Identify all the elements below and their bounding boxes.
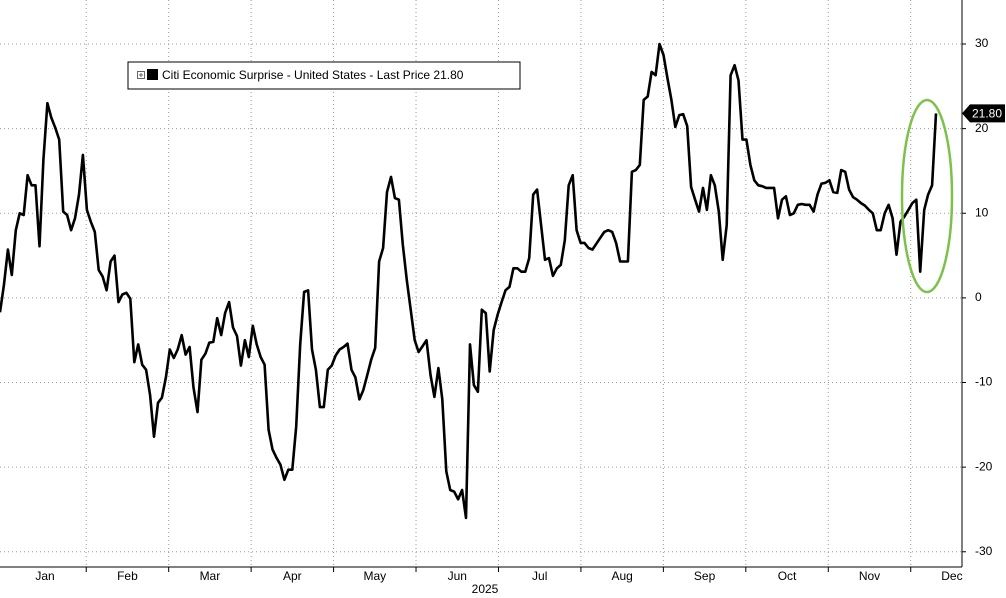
end-label-tag bbox=[962, 104, 1005, 123]
y-tick-label: -10 bbox=[975, 375, 993, 389]
grid bbox=[0, 0, 962, 567]
y-tick-label: 0 bbox=[975, 290, 982, 304]
highlight-ellipse bbox=[900, 98, 954, 294]
y-tick-label: -20 bbox=[975, 459, 993, 473]
marks bbox=[0, 42, 938, 520]
y-tick-label: 20 bbox=[975, 121, 989, 135]
legend-box bbox=[127, 61, 521, 90]
legend: Citi Economic Surprise - United States -… bbox=[127, 61, 521, 90]
x-axis-label: 2025 bbox=[472, 582, 499, 596]
x-tick-label: Jul bbox=[532, 569, 547, 583]
legend-expand bbox=[137, 71, 145, 79]
line bbox=[0, 42, 938, 520]
legend-label: Citi Economic Surprise - United States -… bbox=[162, 68, 464, 82]
x-tick-label: May bbox=[363, 569, 386, 583]
x-tick-label: Aug bbox=[611, 569, 632, 583]
x-tick-label: Mar bbox=[200, 569, 221, 583]
x-tick-label: Feb bbox=[117, 569, 138, 583]
x-tick-label: Jun bbox=[448, 569, 467, 583]
legend-swatch bbox=[147, 69, 158, 80]
x-tick-label: Dec bbox=[941, 569, 962, 583]
y-tick-label: -30 bbox=[975, 544, 993, 558]
y-tick-label: 10 bbox=[975, 205, 989, 219]
x-tick-label: Sep bbox=[694, 569, 716, 583]
x-tick-label: Jan bbox=[35, 569, 54, 583]
y-tick-label: 30 bbox=[975, 36, 989, 50]
x-tick-label: Apr bbox=[283, 569, 302, 583]
x-tick-label: Oct bbox=[778, 569, 797, 583]
end-label: 21.80 bbox=[972, 107, 1002, 121]
x-tick-label: Nov bbox=[859, 569, 880, 583]
